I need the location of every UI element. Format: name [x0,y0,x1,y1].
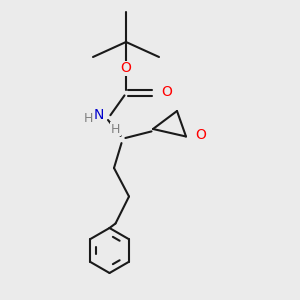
Text: O: O [196,128,206,142]
Text: H: H [84,112,94,125]
Text: H: H [111,122,120,136]
Text: O: O [161,85,172,99]
Text: N: N [93,108,103,122]
Text: O: O [120,61,131,75]
